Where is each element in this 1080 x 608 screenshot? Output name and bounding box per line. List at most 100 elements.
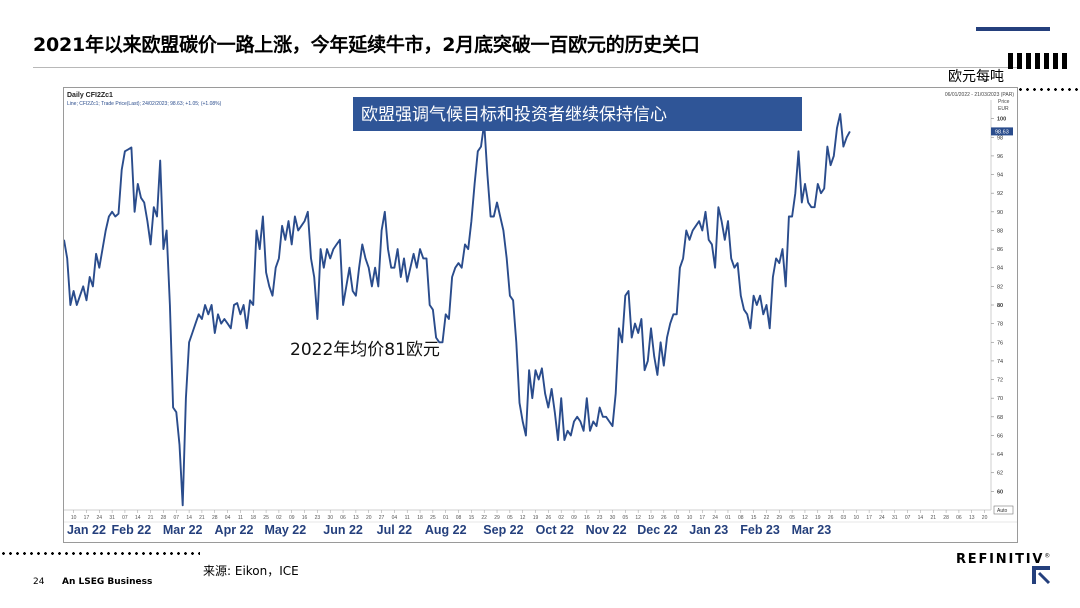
x-day-tick-label: 25 xyxy=(430,515,436,521)
average-price-note: 2022年均价81欧元 xyxy=(290,340,440,360)
x-day-tick-label: 02 xyxy=(276,515,282,521)
y-tick-label: 92 xyxy=(997,191,1003,197)
y-tick-label: 64 xyxy=(997,452,1003,458)
decorative-dots-right xyxy=(1010,88,1080,91)
decorative-bar xyxy=(1044,53,1049,69)
x-day-tick-label: 05 xyxy=(623,515,629,521)
x-day-tick-label: 21 xyxy=(930,515,936,521)
x-day-tick-label: 02 xyxy=(558,515,564,521)
x-day-tick-label: 04 xyxy=(225,515,231,521)
auto-scale-label: Auto xyxy=(997,508,1008,514)
decorative-dots-left xyxy=(0,552,200,555)
callout-box xyxy=(353,97,802,131)
x-day-tick-label: 26 xyxy=(546,515,552,521)
x-day-tick-label: 24 xyxy=(712,515,718,521)
y-tick-label: 100 xyxy=(997,117,1006,123)
x-day-tick-label: 22 xyxy=(481,515,487,521)
x-day-tick-label: 16 xyxy=(302,515,308,521)
x-day-tick-label: 07 xyxy=(173,515,179,521)
y-tick-label: 74 xyxy=(997,359,1003,365)
x-day-tick-label: 07 xyxy=(122,515,128,521)
x-day-tick-label: 17 xyxy=(700,515,706,521)
x-day-tick-label: 14 xyxy=(918,515,924,521)
x-day-tick-label: 19 xyxy=(648,515,654,521)
y-tick-label: 78 xyxy=(997,322,1003,328)
decorative-bar xyxy=(1017,53,1022,69)
x-day-tick-label: 15 xyxy=(751,515,757,521)
x-day-tick-label: 30 xyxy=(327,515,333,521)
decorative-bar xyxy=(1053,53,1058,69)
x-day-tick-label: 07 xyxy=(905,515,911,521)
y-tick-label: 60 xyxy=(997,489,1003,495)
y-tick-label: 82 xyxy=(997,284,1003,290)
logo-bracket-shape xyxy=(1032,566,1050,584)
y-tick-label: 62 xyxy=(997,471,1003,477)
y-tick-label: 96 xyxy=(997,154,1003,160)
x-month-label: Feb 23 xyxy=(740,523,780,537)
x-month-label: Feb 22 xyxy=(112,523,152,537)
last-value-badge xyxy=(991,127,1013,136)
y-tick-label: 76 xyxy=(997,340,1003,346)
brand-name: REFINITIV xyxy=(956,552,1045,567)
x-day-tick-label: 18 xyxy=(250,515,256,521)
y-axis-label: Price xyxy=(998,99,1010,105)
x-day-tick-label: 13 xyxy=(353,515,359,521)
x-day-tick-label: 29 xyxy=(777,515,783,521)
logo-arrow-shape xyxy=(1037,571,1051,585)
x-month-label: Jan 22 xyxy=(67,523,106,537)
y-tick-label: 94 xyxy=(997,173,1003,179)
x-day-tick-label: 03 xyxy=(841,515,847,521)
source-note: 来源: Eikon，ICE xyxy=(203,564,299,578)
x-month-label: Apr 22 xyxy=(215,523,254,537)
x-day-tick-label: 14 xyxy=(135,515,141,521)
x-day-tick-label: 10 xyxy=(853,515,859,521)
decorative-bar xyxy=(1026,53,1031,69)
last-value-label: 98.63 xyxy=(995,129,1009,135)
callout-text: 欧盟强调气候目标和投资者继续保持信心 xyxy=(361,105,667,125)
x-day-tick-label: 05 xyxy=(789,515,795,521)
x-month-label: May 22 xyxy=(264,523,306,537)
x-day-tick-label: 24 xyxy=(97,515,103,521)
x-day-tick-label: 05 xyxy=(507,515,513,521)
x-day-tick-label: 31 xyxy=(109,515,115,521)
decorative-bars xyxy=(1008,53,1067,69)
x-day-tick-label: 09 xyxy=(289,515,295,521)
y-tick-label: 98 xyxy=(997,135,1003,141)
company-tagline: An LSEG Business xyxy=(62,577,153,587)
chart-frame: Daily CFI2Zc1 Line; CFI2Zc1; Trade Price(… xyxy=(63,87,1018,543)
y-tick-label: 68 xyxy=(997,415,1003,421)
x-day-tick-label: 21 xyxy=(148,515,154,521)
price-line xyxy=(64,113,851,507)
x-day-tick-label: 10 xyxy=(687,515,693,521)
x-day-tick-label: 06 xyxy=(340,515,346,521)
x-day-tick-label: 01 xyxy=(443,515,449,521)
x-day-tick-label: 09 xyxy=(571,515,577,521)
decorative-bar xyxy=(1035,53,1040,69)
x-day-tick-label: 16 xyxy=(584,515,590,521)
x-day-tick-label: 31 xyxy=(892,515,898,521)
x-day-tick-label: 21 xyxy=(199,515,205,521)
x-day-tick-label: 29 xyxy=(494,515,500,521)
unit-label: 欧元每吨 xyxy=(948,69,1004,85)
x-day-tick-label: 20 xyxy=(982,515,988,521)
x-day-tick-label: 23 xyxy=(315,515,321,521)
refinitiv-logo-icon xyxy=(1032,566,1051,585)
y-tick-label: 86 xyxy=(997,247,1003,253)
x-month-label: Mar 23 xyxy=(792,523,832,537)
y-tick-label: 72 xyxy=(997,378,1003,384)
y-tick-label: 90 xyxy=(997,210,1003,216)
x-day-tick-label: 19 xyxy=(815,515,821,521)
chart-title: Daily CFI2Zc1 xyxy=(67,92,113,99)
x-day-tick-label: 17 xyxy=(84,515,90,521)
x-day-tick-label: 10 xyxy=(71,515,77,521)
x-day-tick-label: 13 xyxy=(969,515,975,521)
y-tick-label: 70 xyxy=(997,396,1003,402)
x-month-label: Jun 22 xyxy=(323,523,363,537)
x-day-tick-label: 06 xyxy=(956,515,962,521)
x-day-tick-label: 26 xyxy=(661,515,667,521)
x-day-tick-label: 20 xyxy=(366,515,372,521)
x-day-tick-label: 25 xyxy=(263,515,269,521)
page-number: 24 xyxy=(33,577,45,587)
y-tick-label: 84 xyxy=(997,266,1003,272)
decorative-bar xyxy=(1062,53,1067,69)
